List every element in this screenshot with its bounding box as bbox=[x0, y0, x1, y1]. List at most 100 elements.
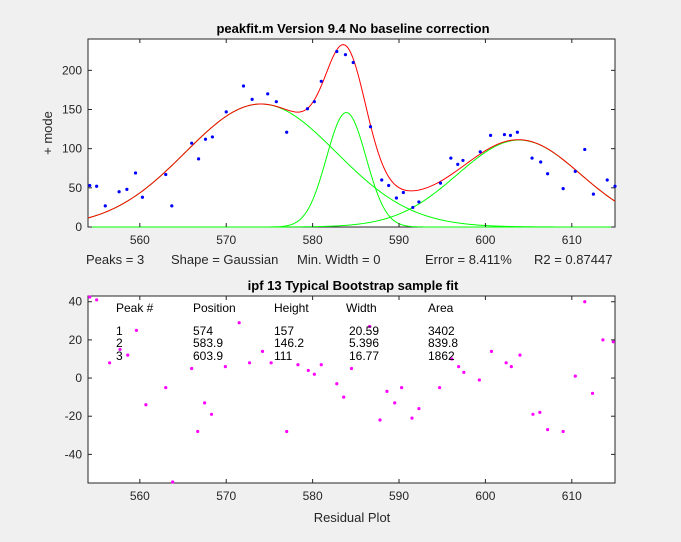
table-cell: 839.8 bbox=[428, 336, 458, 350]
residual-data-point bbox=[590, 391, 595, 395]
residual-y-tick-label: 0 bbox=[75, 371, 82, 385]
residual-data-point bbox=[108, 361, 112, 365]
residual-data-point bbox=[611, 340, 615, 344]
fit-data-point bbox=[411, 205, 415, 210]
table-header-position: Position bbox=[193, 301, 236, 315]
residual-plot-title: ipf 13 Typical Bootstrap sample fit bbox=[248, 278, 459, 293]
residual-data-point bbox=[126, 353, 130, 357]
fit-data-point bbox=[561, 187, 565, 191]
residual-x-axis-label: Residual Plot bbox=[314, 510, 391, 525]
residual-y-tick-label: 20 bbox=[69, 333, 83, 347]
residual-data-point bbox=[509, 365, 513, 369]
residual-x-tick-label: 570 bbox=[216, 489, 236, 503]
residual-data-point bbox=[538, 410, 542, 414]
fit-data-point bbox=[583, 147, 587, 152]
residual-data-point bbox=[196, 429, 200, 434]
fit-data-point bbox=[461, 158, 465, 163]
table-cell: 157 bbox=[274, 324, 294, 338]
fit-data-point bbox=[224, 110, 228, 114]
fit-data-points bbox=[88, 49, 617, 210]
fit-data-point bbox=[456, 162, 460, 166]
fit-data-point bbox=[539, 160, 543, 164]
fit-data-point bbox=[319, 79, 323, 83]
residual-data-point bbox=[269, 361, 273, 365]
stat-peaks: Peaks = 3 bbox=[86, 252, 144, 267]
residual-x-tick-label: 590 bbox=[389, 489, 409, 503]
residual-data-point bbox=[410, 416, 414, 420]
peak-table: Peak # Position Height Width Area 1 574 … bbox=[116, 301, 458, 363]
fit-data-point bbox=[613, 184, 617, 188]
residual-data-point bbox=[306, 368, 310, 373]
table-cell: 1 bbox=[116, 324, 123, 338]
fit-data-point bbox=[312, 100, 316, 104]
fit-data-point bbox=[103, 204, 107, 208]
stat-r2: R2 = 0.87447 bbox=[534, 252, 612, 267]
fit-data-point bbox=[449, 156, 453, 160]
residual-x-tick-label: 600 bbox=[475, 489, 495, 503]
fit-data-point bbox=[438, 181, 443, 185]
residual-data-point bbox=[462, 370, 466, 374]
fit-data-point bbox=[305, 107, 310, 111]
fit-data-point bbox=[351, 60, 355, 65]
residual-data-point bbox=[400, 385, 404, 390]
fit-y-tick-label: 50 bbox=[69, 181, 83, 195]
table-header-width: Width bbox=[346, 301, 377, 315]
residual-plot-area bbox=[87, 295, 616, 484]
residual-data-point bbox=[450, 357, 454, 361]
residual-data-point bbox=[583, 300, 587, 304]
fit-x-tick-label: 610 bbox=[562, 233, 582, 247]
table-cell: 146.2 bbox=[274, 336, 304, 350]
residual-data-point bbox=[118, 347, 122, 352]
fit-data-point bbox=[88, 183, 92, 188]
residual-x-tick-label: 610 bbox=[562, 489, 582, 503]
residual-data-point bbox=[531, 412, 535, 416]
table-header-area: Area bbox=[428, 301, 454, 315]
table-cell: 3402 bbox=[428, 324, 455, 338]
fit-data-point bbox=[343, 53, 348, 57]
fit-data-point bbox=[266, 92, 270, 96]
fit-data-point bbox=[117, 190, 121, 194]
residual-y-tick-label: -20 bbox=[65, 409, 83, 423]
fit-data-point bbox=[546, 172, 550, 176]
residual-data-point bbox=[378, 418, 382, 422]
residual-data-point bbox=[417, 406, 421, 411]
table-cell: 3 bbox=[116, 349, 123, 363]
fit-data-point bbox=[125, 187, 129, 191]
fit-y-tick-label: 200 bbox=[62, 63, 82, 77]
residual-data-point bbox=[489, 349, 494, 353]
fit-y-tick-label: 100 bbox=[62, 142, 82, 156]
residual-data-point bbox=[457, 365, 461, 369]
fit-data-point bbox=[573, 169, 577, 173]
residual-data-point bbox=[144, 403, 148, 407]
fit-x-ticks: 560 570 580 590 600 610 bbox=[130, 39, 582, 247]
fit-data-point bbox=[387, 183, 391, 188]
fit-data-point bbox=[203, 137, 208, 141]
fit-data-point bbox=[241, 84, 246, 88]
table-cell: 583.9 bbox=[193, 336, 223, 350]
residual-data-point bbox=[95, 298, 99, 302]
residual-data-point bbox=[573, 374, 577, 378]
residual-data-point bbox=[164, 385, 168, 390]
residual-data-point bbox=[393, 401, 397, 405]
residual-x-tick-label: 580 bbox=[303, 489, 323, 503]
fit-x-tick-label: 580 bbox=[303, 233, 323, 247]
residual-data-point bbox=[260, 349, 265, 353]
residual-data-point bbox=[312, 372, 316, 376]
fit-y-axis-label: + mode bbox=[40, 111, 55, 155]
fit-data-point bbox=[210, 135, 215, 139]
fit-plot: 560 570 580 590 600 610 0 50 100 150 200 peakfit.… bbox=[40, 21, 617, 267]
fit-x-tick-label: 560 bbox=[130, 233, 150, 247]
residual-data-point bbox=[247, 361, 252, 365]
fit-data-point bbox=[140, 195, 145, 199]
residual-data-point bbox=[477, 378, 481, 382]
table-header-peak: Peak # bbox=[116, 301, 154, 315]
table-cell: 574 bbox=[193, 324, 213, 338]
table-cell: 20.59 bbox=[349, 324, 379, 338]
fit-data-point bbox=[401, 190, 405, 195]
fit-data-point bbox=[190, 141, 194, 145]
fit-data-point bbox=[530, 156, 534, 160]
fit-data-point bbox=[508, 133, 513, 137]
fit-y-tick-label: 0 bbox=[75, 220, 82, 234]
fit-y-ticks: 0 50 100 150 200 bbox=[62, 63, 615, 234]
fit-data-point bbox=[605, 178, 609, 182]
